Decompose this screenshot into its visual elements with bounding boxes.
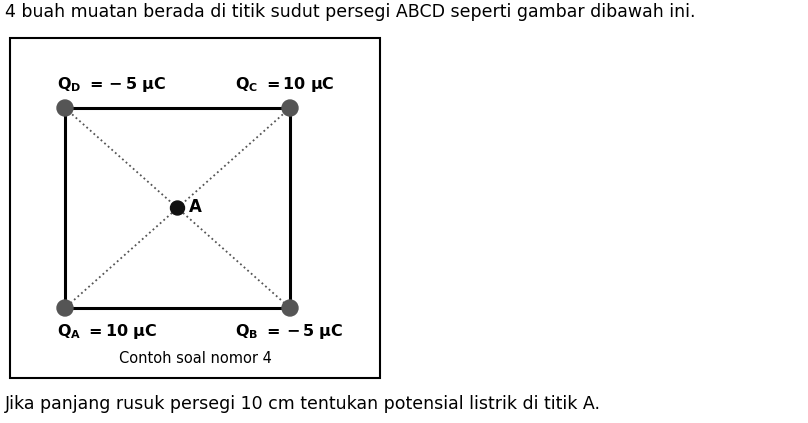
Circle shape <box>57 100 73 116</box>
Text: Contoh soal nomor 4: Contoh soal nomor 4 <box>119 351 271 366</box>
Text: $\mathbf{Q_C}$ $\mathbf{= 10\ \mu C}$: $\mathbf{Q_C}$ $\mathbf{= 10\ \mu C}$ <box>235 75 335 94</box>
Text: $\mathbf{Q_D}$ $\mathbf{= -5\ \mu C}$: $\mathbf{Q_D}$ $\mathbf{= -5\ \mu C}$ <box>57 75 166 94</box>
Text: 4 buah muatan berada di titik sudut persegi ABCD seperti gambar dibawah ini.: 4 buah muatan berada di titik sudut pers… <box>5 3 696 21</box>
Bar <box>10 38 380 378</box>
Text: $\mathbf{Q_A}$ $\mathbf{= 10\ \mu C}$: $\mathbf{Q_A}$ $\mathbf{= 10\ \mu C}$ <box>57 322 157 341</box>
Text: $\mathbf{Q_B}$ $\mathbf{= -5\ \mu C}$: $\mathbf{Q_B}$ $\mathbf{= -5\ \mu C}$ <box>235 322 343 341</box>
Circle shape <box>282 100 298 116</box>
Circle shape <box>57 300 73 316</box>
Text: Jika panjang rusuk persegi 10 cm tentukan potensial listrik di titik A.: Jika panjang rusuk persegi 10 cm tentuka… <box>5 395 601 413</box>
Circle shape <box>282 300 298 316</box>
Text: A: A <box>188 198 201 216</box>
Circle shape <box>170 201 184 215</box>
